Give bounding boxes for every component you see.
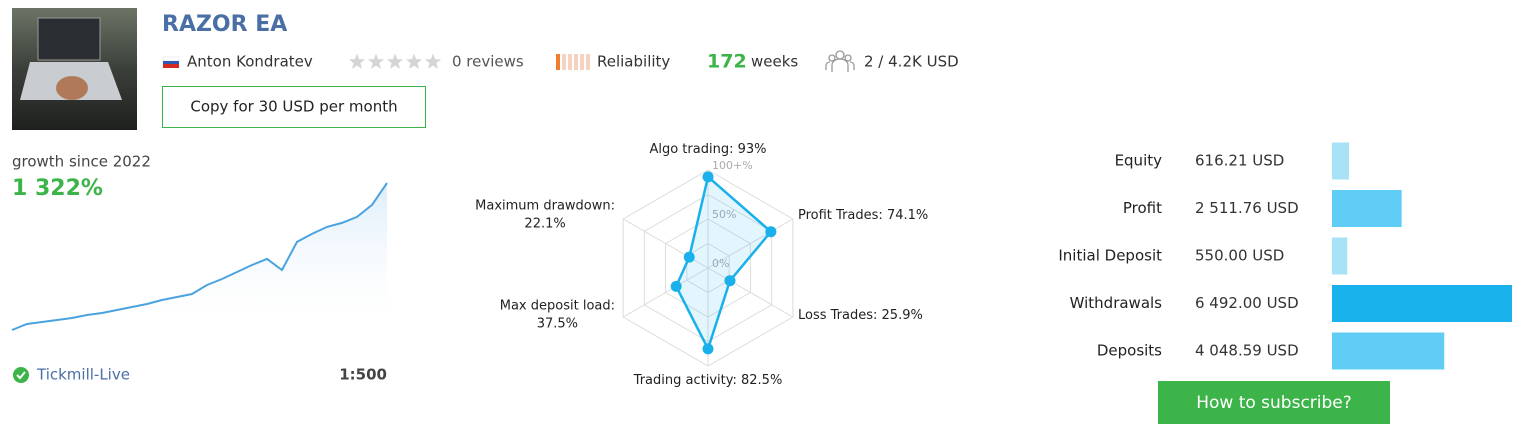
- star: [424, 53, 442, 69]
- copy-button-label[interactable]: Copy for 30 USD per month: [190, 98, 397, 116]
- radar-label: Trading activity: 82.5%: [633, 373, 783, 388]
- balance-bar: [1332, 332, 1445, 370]
- radar-point: [724, 275, 736, 287]
- balance-label: Profit: [1123, 199, 1162, 217]
- radar-tick-label: 100+%: [712, 159, 753, 172]
- leverage: 1:500: [339, 366, 387, 384]
- balance-bar: [1332, 142, 1350, 180]
- broker[interactable]: Tickmill-Live: [36, 366, 130, 384]
- radar-area: [674, 174, 773, 353]
- radar-spoke: [622, 267, 709, 318]
- radar-label-value: 25.9%: [882, 308, 923, 323]
- weeks-unit: weeks: [751, 53, 798, 71]
- radar-label: Algo trading: 93%: [649, 142, 766, 157]
- flag: [162, 56, 180, 68]
- radar-point: [683, 251, 695, 263]
- subscribe-button[interactable]: [1158, 381, 1390, 424]
- radar-label-value: 37.5%: [537, 317, 578, 332]
- rating-stars: [348, 53, 442, 69]
- balance-bar: [1332, 237, 1348, 275]
- radar-label-name: Profit Trades:: [798, 208, 883, 223]
- growth-total: 1 322%: [12, 176, 103, 201]
- radar-label-value: 22.1%: [524, 217, 565, 232]
- star: [386, 53, 404, 69]
- avatar: [12, 8, 137, 130]
- balance-bar: [1332, 285, 1512, 322]
- reviews[interactable]: 0 reviews: [452, 53, 524, 71]
- balance-label: Withdrawals: [1070, 294, 1163, 312]
- radar-label-value: 74.1%: [887, 208, 928, 223]
- radar-label: Profit Trades: 74.1%: [798, 208, 928, 223]
- radar-spoke: [707, 267, 794, 318]
- balance-chart: Equity 616.21 USD Profit 2 511.76 USD Initia…: [1058, 142, 1512, 370]
- balance-label: Equity: [1115, 152, 1163, 170]
- radar-label: Loss Trades: 25.9%: [798, 308, 923, 323]
- subscribe-button-label[interactable]: How to subscribe?: [1196, 393, 1352, 413]
- subscribers: 2 / 4.2K USD: [864, 53, 959, 71]
- balance-label: Initial Deposit: [1058, 247, 1162, 265]
- radar-label-name: Trading activity:: [633, 373, 737, 388]
- growth-chart: [11, 182, 388, 334]
- growth-area: [12, 183, 387, 334]
- growth-label: growth since 2022: [12, 153, 151, 171]
- radar-point: [765, 226, 777, 238]
- balance-bar: [1332, 190, 1402, 227]
- radar-point: [702, 171, 714, 183]
- weeks-count: 172: [707, 51, 747, 73]
- subscribers-icon: [825, 50, 855, 72]
- radar-chart: 100+% 50% 0% Algo trading: 93% Profit Trades…: [475, 142, 928, 388]
- star: [348, 53, 366, 69]
- balance-label: Deposits: [1097, 342, 1162, 360]
- reliability-icon: [556, 54, 590, 70]
- radar-point: [670, 280, 682, 292]
- balance-value: 4 048.59 USD: [1195, 342, 1299, 360]
- radar-tick-label: 0%: [712, 257, 729, 270]
- verified-icon: [13, 367, 29, 383]
- reliability: Reliability: [597, 53, 670, 71]
- copy-button[interactable]: [162, 86, 426, 128]
- radar-tick-label: 50%: [712, 208, 736, 221]
- radar-label-name: Loss Trades:: [798, 308, 877, 323]
- radar-label-value: 82.5%: [741, 373, 782, 388]
- balance-value: 2 511.76 USD: [1195, 199, 1299, 217]
- balance-value: 616.21 USD: [1195, 152, 1284, 170]
- star: [405, 53, 423, 69]
- radar-label-name: Max deposit load:: [500, 299, 615, 314]
- star: [367, 53, 385, 69]
- radar-label-value: 93%: [738, 142, 767, 157]
- growth-line: [11, 182, 388, 331]
- radar-label-name: Maximum drawdown:: [475, 199, 615, 214]
- radar-label-name: Algo trading:: [649, 142, 733, 157]
- title[interactable]: RAZOR EA: [162, 12, 287, 37]
- radar-point: [702, 343, 714, 355]
- balance-value: 550.00 USD: [1195, 247, 1284, 265]
- author[interactable]: Anton Kondratev: [187, 53, 313, 71]
- radar-spoke: [707, 218, 794, 269]
- balance-value: 6 492.00 USD: [1195, 294, 1299, 312]
